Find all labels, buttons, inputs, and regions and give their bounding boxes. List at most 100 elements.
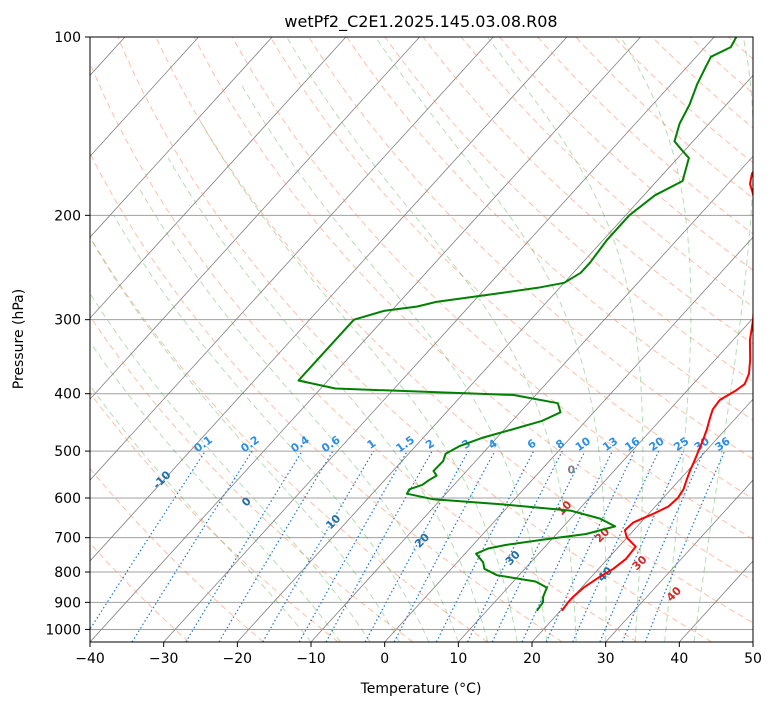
- dry-adiabat-60: [193, 37, 753, 582]
- moist-adiabat-10: [138, 187, 459, 642]
- x-tick-label-4: 0: [380, 651, 389, 667]
- isotherm--70: [90, 37, 420, 400]
- mixing-ratio-label-3: 0.6: [319, 433, 343, 455]
- mixing-ratio-label-1: 0.2: [238, 433, 261, 455]
- dry-adiabat-200: [728, 37, 753, 60]
- isotherm-50: [752, 641, 753, 642]
- reference-labels-layer: 0.10.20.40.611.52346810131620253036-100-…: [0, 418, 733, 604]
- isotherm--20: [237, 74, 753, 642]
- mixing-ratio-line-1: [131, 450, 253, 642]
- y-tick-label-8: 900: [54, 595, 81, 611]
- dry-adiabat-0: [90, 315, 414, 642]
- dry-adiabat-label-12: 20: [412, 530, 432, 550]
- y-tick-label-9: 1000: [45, 622, 81, 638]
- moist-adiabat-22: [240, 83, 548, 642]
- dry-adiabat-label-7: -30: [0, 418, 12, 441]
- moist-adiabat-6: [113, 215, 430, 642]
- isotherm--80: [90, 37, 347, 319]
- x-tick-label-2: −20: [223, 651, 253, 667]
- dry-adiabat-80: [270, 37, 753, 500]
- moist-adiabat-label-3: 40: [664, 584, 684, 604]
- moist-adiabat-42: [693, 37, 753, 642]
- dry-adiabat-210: [767, 37, 775, 642]
- mixing-ratio-line-15: [599, 450, 684, 642]
- x-tick-label-3: −10: [296, 651, 326, 667]
- dry-adiabat-180: [651, 37, 753, 129]
- x-tick-label-8: 40: [670, 651, 688, 667]
- x-tick-label-6: 20: [523, 651, 541, 667]
- dry-adiabat--10: [90, 392, 339, 642]
- dry-adiabat-50: [155, 37, 753, 624]
- chart-title: wetPf2_C2E1.2025.145.03.08.R08: [284, 12, 557, 32]
- isotherm-20: [531, 398, 753, 642]
- isotherm-0: [384, 236, 753, 642]
- moist-adiabat-30: [375, 37, 607, 642]
- isotherm-30: [605, 479, 753, 642]
- x-tick-label-9: 50: [744, 651, 762, 667]
- isotherm-10: [458, 317, 753, 642]
- mixing-ratio-line-17: [644, 450, 726, 642]
- dry-adiabat--20: [90, 467, 264, 642]
- mixing-ratio-label-0: 0.1: [192, 433, 215, 455]
- moist-adiabat-38: [620, 37, 692, 642]
- moist-adiabat-2: [90, 239, 400, 642]
- dry-adiabat-110: [384, 37, 753, 383]
- mixing-ratio-label-6: 2: [423, 437, 437, 452]
- mixing-ratio-line-10: [466, 450, 563, 642]
- isotherm--60: [90, 37, 494, 481]
- x-tick-label-5: 10: [449, 651, 467, 667]
- mixing-ratio-line-4: [262, 450, 375, 642]
- freezing-label: 0: [568, 463, 576, 476]
- moist-adiabat-label-0: 10: [554, 498, 574, 518]
- y-tick-label-0: 100: [54, 30, 81, 46]
- dry-adiabat-190: [689, 37, 753, 94]
- isotherm--30: [163, 37, 715, 642]
- grid-layer: [90, 37, 775, 642]
- x-tick-label-1: −30: [149, 651, 179, 667]
- moist-adiabat-34: [487, 37, 644, 642]
- y-tick-label-3: 400: [54, 387, 81, 403]
- mixing-ratio-line-16: [621, 450, 705, 642]
- mixing-ratio-line-14: [572, 450, 660, 642]
- dry-adiabat-label-9: -10: [150, 468, 173, 491]
- y-tick-label-5: 600: [54, 491, 81, 507]
- isotherm--90: [90, 37, 273, 238]
- dry-adiabat--30: [90, 542, 190, 642]
- moist-adiabat-label-2: 30: [630, 553, 650, 573]
- mixing-ratio-line-9: [435, 450, 535, 642]
- dry-adiabat-130: [460, 37, 753, 308]
- series-line-dewpoint: [297, 37, 738, 612]
- moist-adiabat-26: [286, 37, 577, 642]
- mixing-ratio-line-13: [545, 450, 635, 642]
- series-line-temperature: [561, 170, 753, 612]
- y-axis-label: Pressure (hPa): [11, 289, 27, 389]
- dry-adiabat-70: [231, 37, 753, 540]
- moist-adiabat-14: [167, 157, 489, 642]
- mixing-ratio-line-5: [298, 450, 408, 642]
- x-axis-label: Temperature (°C): [360, 681, 482, 697]
- dry-adiabat-120: [422, 37, 753, 345]
- mixing-ratio-line-0: [90, 450, 206, 631]
- y-tick-label-7: 800: [54, 565, 81, 581]
- axes-layer: −40 −30 −20 −10 0 10 20 30 40 5010020030040050060…: [45, 30, 762, 667]
- mixing-ratio-label-9: 6: [525, 437, 539, 452]
- dry-adiabat-10: [90, 235, 488, 642]
- dry-adiabat-150: [537, 37, 753, 235]
- dry-adiabat-20: [90, 152, 563, 642]
- isotherm--50: [90, 37, 568, 562]
- y-tick-label-4: 500: [54, 444, 81, 460]
- y-tick-label-6: 700: [54, 531, 81, 547]
- series-layer: [297, 37, 753, 612]
- dry-adiabat-30: [90, 61, 638, 642]
- y-tick-label-2: 300: [54, 313, 81, 329]
- mixing-ratio-line-12: [521, 450, 613, 642]
- mixing-ratio-label-2: 0.4: [288, 433, 312, 455]
- dry-adiabat-label-13: 30: [503, 548, 523, 568]
- plot-frame: [89, 36, 754, 643]
- mixing-ratio-line-7: [364, 450, 469, 642]
- mixing-ratio-line-11: [491, 450, 586, 642]
- x-tick-label-7: 30: [597, 651, 615, 667]
- mixing-ratio-label-5: 1.5: [394, 433, 417, 455]
- mixing-ratio-line-2: [185, 450, 303, 642]
